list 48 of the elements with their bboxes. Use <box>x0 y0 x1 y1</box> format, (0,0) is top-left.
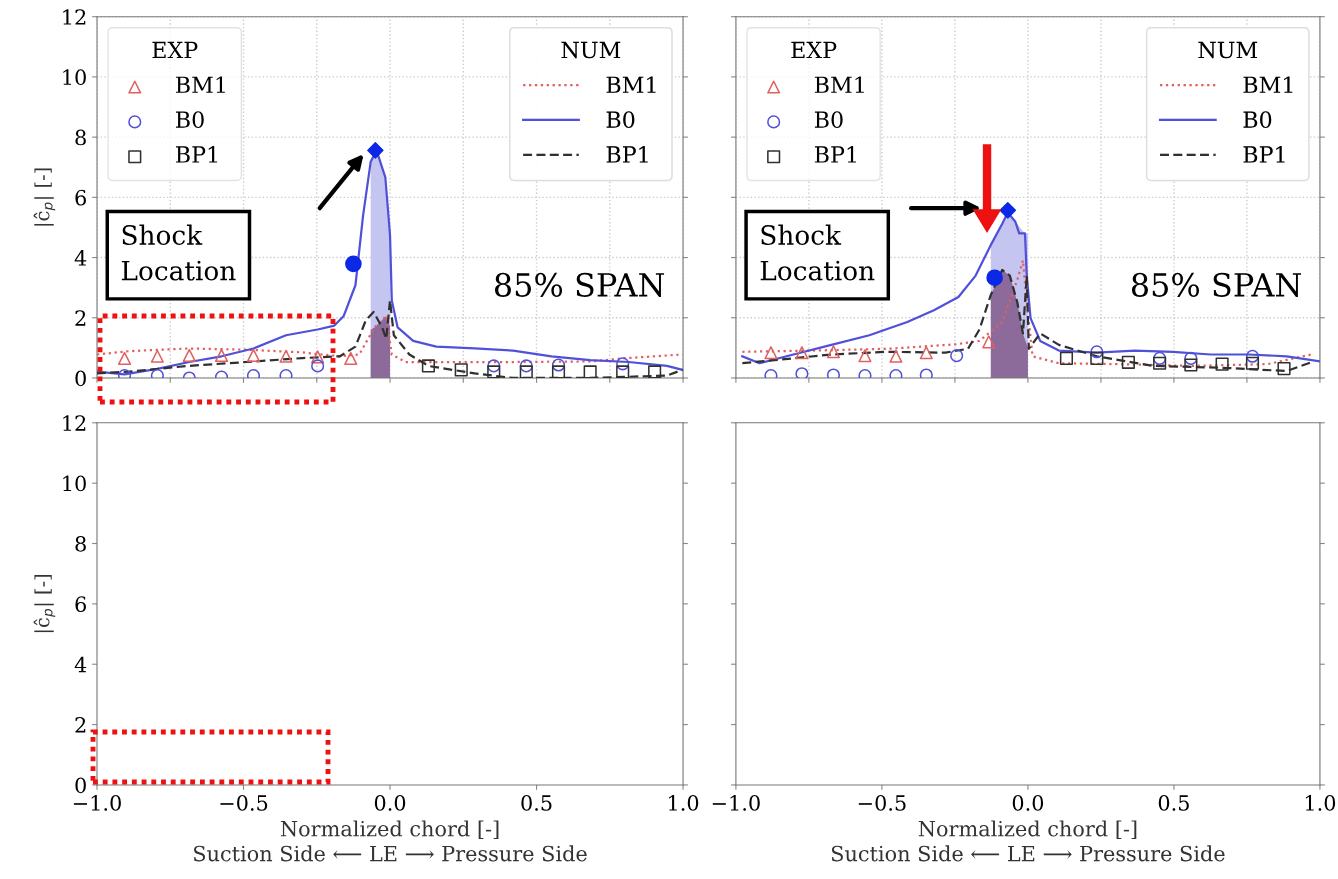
y-tick-label: 8 <box>75 129 86 146</box>
legend-label: BP1 <box>1243 146 1285 163</box>
y-axis-title: |ĉ$_{p}$| [-] <box>33 574 56 633</box>
x-axis-title: Normalized chord [-] Suction Side ⟵ LE ⟶ Pressure Side <box>831 820 1225 862</box>
y-tick-label: 0 <box>75 370 86 387</box>
y-tick-label: 10 <box>63 475 86 492</box>
legend-label: B0 <box>606 111 635 129</box>
x-axis-title: Normalized chord [-] Suction Side ⟵ LE ⟶ Pressure Side <box>194 820 587 862</box>
x-tick-label: 0.5 <box>1158 795 1189 811</box>
y-tick-label: 0 <box>75 777 86 794</box>
annotation: Shock Location <box>121 224 236 281</box>
x-tick-label: 0.0 <box>374 795 406 811</box>
x-tick-label: −0.5 <box>220 795 268 811</box>
text: EXP <box>791 41 837 59</box>
y-tick-label: 12 <box>63 9 86 25</box>
legend-label: BM1 <box>176 76 225 93</box>
y-tick-label: 12 <box>63 415 86 431</box>
annotation: Shock Location <box>760 224 875 281</box>
legend-label: B0 <box>176 111 204 129</box>
legend-label: BP1 <box>814 146 856 163</box>
legend-label: B0 <box>814 111 843 129</box>
x-tick-label: 1.0 <box>1305 795 1336 811</box>
x-tick-label: 1.0 <box>669 795 699 811</box>
annotation: 85% SPAN <box>1131 272 1302 297</box>
annotation: 85% SPAN <box>494 272 665 297</box>
x-tick-label: 0.0 <box>1012 795 1044 811</box>
legend-label: B0 <box>1243 111 1272 129</box>
legend-label: BM1 <box>1243 76 1293 93</box>
y-tick-label: 2 <box>75 310 86 326</box>
text: EXP <box>152 41 198 59</box>
legend-label: BM1 <box>814 76 864 93</box>
x-tick-label: −1.0 <box>712 795 760 811</box>
y-tick-label: 4 <box>74 250 87 266</box>
x-tick-label: −1.0 <box>73 795 121 811</box>
y-tick-label: 8 <box>75 535 86 552</box>
x-tick-label: 0.5 <box>521 795 552 811</box>
y-tick-label: 2 <box>75 717 86 733</box>
y-tick-label: 4 <box>74 656 87 673</box>
legend-label: BP1 <box>176 146 218 163</box>
text: NUM <box>1198 41 1258 59</box>
x-tick-label: −0.5 <box>858 795 906 811</box>
y-tick-label: 6 <box>75 596 86 613</box>
y-tick-label: 6 <box>75 189 86 206</box>
y-axis-title: |ĉ$_{p}$| [-] <box>33 168 56 226</box>
legend-label: BP1 <box>606 146 648 163</box>
y-tick-label: 10 <box>63 69 86 86</box>
text: NUM <box>561 41 621 59</box>
legend-label: BM1 <box>606 76 656 93</box>
